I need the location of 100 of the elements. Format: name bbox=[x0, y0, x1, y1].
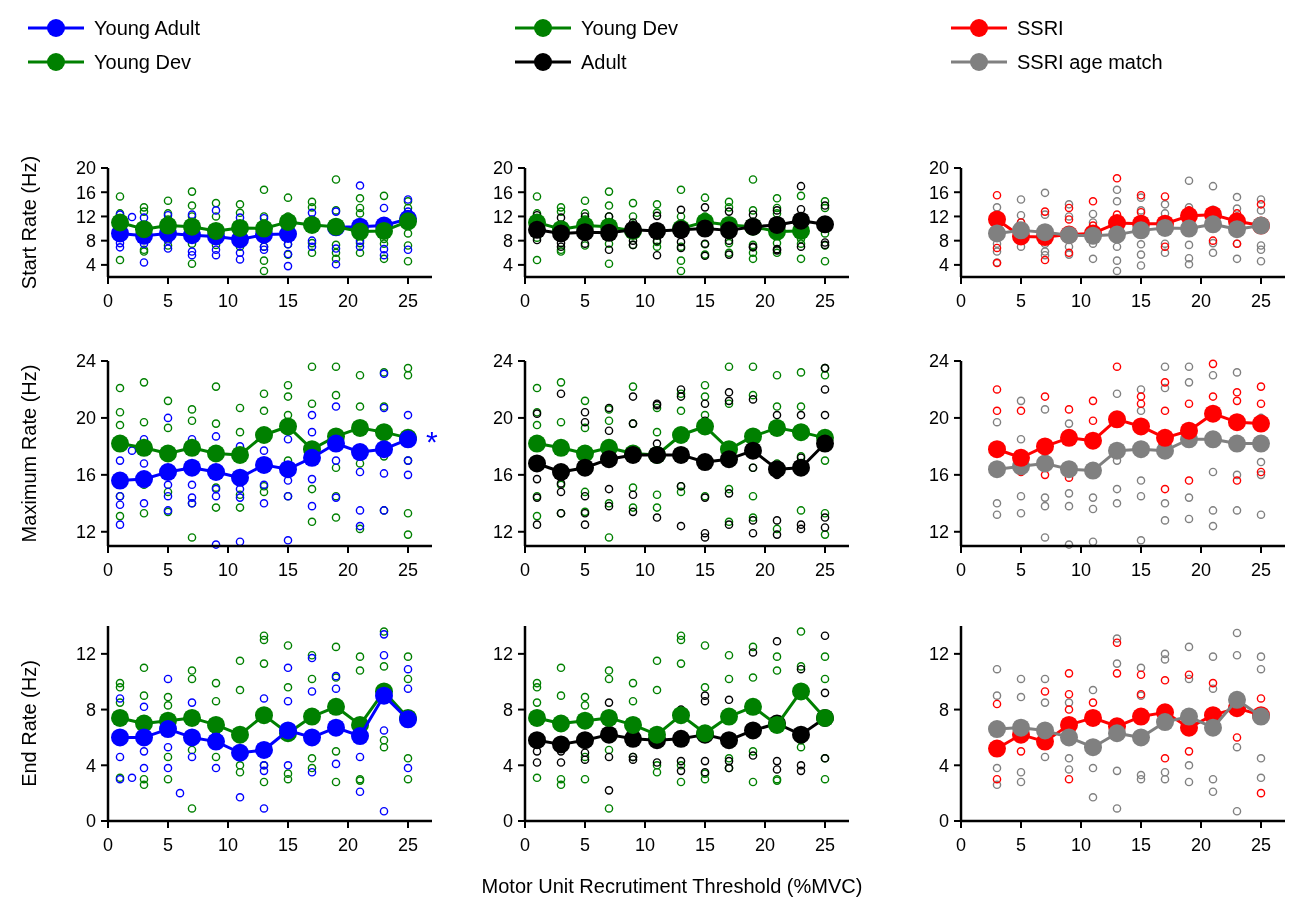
legend-label: Young Dev bbox=[581, 17, 679, 39]
x-tick-label: 20 bbox=[754, 291, 776, 311]
y-tick-label: 0 bbox=[85, 811, 96, 832]
y-tick-label: 4 bbox=[502, 755, 513, 776]
y-tick-label: 24 bbox=[928, 351, 949, 372]
x-tick-label: 15 bbox=[277, 560, 299, 580]
x-tick-label: 0 bbox=[102, 835, 114, 855]
x-tick-label: 15 bbox=[1130, 560, 1152, 580]
x-tick-label: 10 bbox=[1070, 291, 1092, 311]
y-tick-label: 24 bbox=[75, 351, 96, 372]
y-tick-label: 20 bbox=[492, 408, 513, 429]
y-tick-label: 20 bbox=[492, 158, 513, 179]
x-tick-label: 0 bbox=[102, 291, 114, 311]
y-tick-label: 16 bbox=[75, 465, 96, 486]
x-tick-label: 5 bbox=[162, 291, 174, 311]
y-axis-title: Maximum Rate (Hz) bbox=[18, 364, 40, 543]
x-tick-label: 25 bbox=[814, 291, 836, 311]
y-tick-label: 4 bbox=[85, 755, 96, 776]
x-tick-label: 5 bbox=[162, 835, 174, 855]
y-tick-label: 12 bbox=[75, 644, 96, 665]
y-tick-label: 4 bbox=[85, 255, 96, 276]
y-tick-label: 12 bbox=[492, 644, 513, 665]
x-tick-label: 15 bbox=[694, 291, 716, 311]
x-tick-label: 5 bbox=[1015, 560, 1027, 580]
x-tick-label: 5 bbox=[1015, 291, 1027, 311]
x-tick-label: 5 bbox=[1015, 835, 1027, 855]
y-tick-label: 8 bbox=[502, 230, 513, 251]
x-tick-label: 15 bbox=[277, 291, 299, 311]
y-tick-label: 20 bbox=[928, 158, 949, 179]
x-tick-label: 15 bbox=[1130, 291, 1152, 311]
y-tick-label: 8 bbox=[502, 699, 513, 720]
x-tick-label: 20 bbox=[337, 560, 359, 580]
y-tick-label: 4 bbox=[502, 255, 513, 276]
y-tick-label: 12 bbox=[75, 206, 96, 227]
y-tick-label: 12 bbox=[928, 644, 949, 665]
x-tick-label: 25 bbox=[1250, 560, 1272, 580]
x-tick-label: 25 bbox=[1250, 291, 1272, 311]
x-tick-label: 10 bbox=[1070, 560, 1092, 580]
x-tick-label: 15 bbox=[277, 835, 299, 855]
y-tick-label: 0 bbox=[938, 811, 949, 832]
x-tick-label: 10 bbox=[217, 835, 239, 855]
x-tick-label: 0 bbox=[519, 291, 531, 311]
y-tick-label: 4 bbox=[938, 755, 949, 776]
x-tick-label: 20 bbox=[337, 835, 359, 855]
y-axis-title: Start Rate (Hz) bbox=[18, 155, 40, 290]
x-tick-label: 25 bbox=[397, 560, 419, 580]
legend-label: SSRI age match bbox=[1017, 51, 1163, 73]
x-tick-label: 25 bbox=[397, 291, 419, 311]
y-tick-label: 20 bbox=[928, 408, 949, 429]
y-tick-label: 0 bbox=[502, 811, 513, 832]
x-tick-label: 20 bbox=[1190, 835, 1212, 855]
y-tick-label: 20 bbox=[75, 408, 96, 429]
legend-label: Young Adult bbox=[94, 17, 201, 39]
y-tick-label: 16 bbox=[492, 465, 513, 486]
x-tick-label: 25 bbox=[397, 835, 419, 855]
y-tick-label: 12 bbox=[492, 206, 513, 227]
x-tick-label: 10 bbox=[217, 291, 239, 311]
x-tick-label: 5 bbox=[579, 560, 591, 580]
x-tick-label: 20 bbox=[337, 291, 359, 311]
x-tick-label: 25 bbox=[814, 835, 836, 855]
x-tick-label: 25 bbox=[814, 560, 836, 580]
legend-label: Adult bbox=[581, 51, 628, 73]
x-tick-label: 10 bbox=[634, 560, 656, 580]
x-tick-label: 10 bbox=[217, 560, 239, 580]
x-tick-label: 0 bbox=[102, 560, 114, 580]
x-tick-label: 0 bbox=[955, 835, 967, 855]
y-tick-label: 4 bbox=[938, 255, 949, 276]
y-tick-label: 16 bbox=[928, 465, 949, 486]
y-tick-label: 12 bbox=[75, 522, 96, 543]
y-tick-label: 8 bbox=[85, 699, 96, 720]
x-tick-label: 15 bbox=[694, 560, 716, 580]
y-tick-label: 12 bbox=[492, 522, 513, 543]
x-tick-label: 0 bbox=[955, 291, 967, 311]
y-tick-label: 16 bbox=[492, 182, 513, 203]
y-tick-label: 16 bbox=[928, 182, 949, 203]
y-tick-label: 16 bbox=[75, 182, 96, 203]
x-tick-label: 10 bbox=[1070, 835, 1092, 855]
x-tick-label: 0 bbox=[955, 560, 967, 580]
x-tick-label: 20 bbox=[1190, 560, 1212, 580]
y-axis-title: End Rate (Hz) bbox=[18, 660, 40, 787]
y-tick-label: 12 bbox=[928, 206, 949, 227]
x-tick-label: 10 bbox=[634, 291, 656, 311]
legend-label: Young Dev bbox=[94, 51, 192, 73]
x-tick-label: 25 bbox=[1250, 835, 1272, 855]
legend-label: SSRI bbox=[1017, 17, 1064, 39]
y-tick-label: 8 bbox=[938, 230, 949, 251]
y-tick-label: 8 bbox=[938, 699, 949, 720]
y-tick-label: 24 bbox=[492, 351, 513, 372]
annotation: * bbox=[426, 424, 438, 458]
x-tick-label: 0 bbox=[519, 835, 531, 855]
x-tick-label: 5 bbox=[162, 560, 174, 580]
x-tick-label: 5 bbox=[579, 835, 591, 855]
x-tick-label: 5 bbox=[579, 291, 591, 311]
x-tick-label: 20 bbox=[754, 560, 776, 580]
x-tick-label: 20 bbox=[754, 835, 776, 855]
x-tick-label: 0 bbox=[519, 560, 531, 580]
x-axis-title: Motor Unit Recrutiment Threshold (%MVC) bbox=[481, 875, 863, 897]
x-tick-label: 15 bbox=[694, 835, 716, 855]
y-tick-label: 12 bbox=[928, 522, 949, 543]
x-tick-label: 15 bbox=[1130, 835, 1152, 855]
